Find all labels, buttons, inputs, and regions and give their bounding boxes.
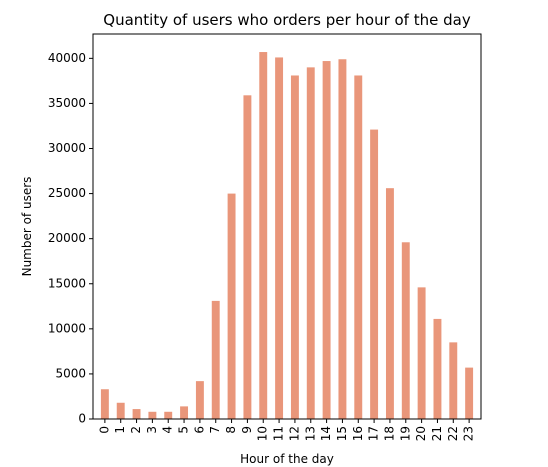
x-tick-label: 3 bbox=[145, 426, 159, 434]
x-tick-label: 5 bbox=[177, 426, 191, 434]
bar-hour-17 bbox=[370, 129, 379, 419]
bar-hour-9 bbox=[243, 95, 252, 420]
bar-hour-14 bbox=[322, 61, 331, 419]
x-tick-label: 0 bbox=[97, 426, 111, 434]
bar-hour-20 bbox=[417, 287, 426, 419]
bar-hour-13 bbox=[306, 67, 315, 419]
bar-hour-6 bbox=[195, 381, 204, 419]
x-tick-label: 6 bbox=[192, 426, 206, 434]
bar-hour-0 bbox=[100, 389, 109, 419]
bar-hour-3 bbox=[148, 411, 157, 419]
x-tick-label: 16 bbox=[351, 426, 365, 441]
x-tick-label: 4 bbox=[161, 426, 175, 434]
x-axis-label: Hour of the day bbox=[240, 452, 334, 466]
x-tick-label: 9 bbox=[240, 426, 254, 434]
y-axis-label: Number of users bbox=[20, 177, 34, 277]
bar-hour-15 bbox=[338, 59, 347, 419]
x-tick-label: 20 bbox=[414, 426, 428, 441]
x-tick-label: 17 bbox=[367, 426, 381, 441]
y-tick-label: 5000 bbox=[55, 366, 86, 380]
bar-hour-2 bbox=[132, 409, 141, 419]
y-tick-label: 25000 bbox=[48, 186, 86, 200]
x-tick-label: 8 bbox=[224, 426, 238, 434]
bar-hour-4 bbox=[164, 411, 173, 419]
bar-hour-8 bbox=[227, 193, 236, 419]
x-tick-label: 1 bbox=[113, 426, 127, 434]
x-tick-label: 22 bbox=[446, 426, 460, 441]
bar-hour-21 bbox=[433, 318, 442, 419]
y-tick-label: 35000 bbox=[48, 96, 86, 110]
x-tick-label: 13 bbox=[303, 426, 317, 441]
bar-hour-19 bbox=[401, 242, 410, 419]
bar-hour-18 bbox=[385, 188, 394, 419]
x-tick-label: 2 bbox=[129, 426, 143, 434]
y-tick-label: 0 bbox=[78, 412, 86, 426]
y-tick-label: 30000 bbox=[48, 141, 86, 155]
x-tick-label: 15 bbox=[335, 426, 349, 441]
x-tick-label: 18 bbox=[382, 426, 396, 441]
x-tick-label: 11 bbox=[272, 426, 286, 441]
y-tick-label: 15000 bbox=[48, 276, 86, 290]
bar-hour-10 bbox=[259, 52, 268, 420]
x-tick-label: 10 bbox=[256, 426, 270, 441]
bar-hour-5 bbox=[180, 406, 189, 419]
bar-hour-1 bbox=[116, 402, 125, 419]
bar-hour-7 bbox=[211, 300, 220, 419]
y-axis-ticks: 0 5000 10000 15000 20000 25000 30000 35000 40000 bbox=[48, 51, 93, 426]
bars-group bbox=[100, 52, 474, 420]
x-tick-label: 19 bbox=[398, 426, 412, 441]
x-tick-label: 12 bbox=[287, 426, 301, 441]
y-tick-label: 10000 bbox=[48, 321, 86, 335]
bar-hour-16 bbox=[354, 75, 363, 420]
x-tick-label: 14 bbox=[319, 426, 333, 441]
x-tick-label: 7 bbox=[208, 426, 222, 434]
bar-hour-23 bbox=[465, 367, 474, 419]
plot-frame bbox=[92, 33, 482, 420]
x-tick-label: 21 bbox=[430, 426, 444, 441]
bar-hour-22 bbox=[449, 342, 458, 419]
chart-title: Quantity of users who orders per hour of… bbox=[103, 11, 471, 29]
x-axis-ticks: 0 1 2 3 4 5 6 7 8 9 10 11 12 13 14 15 16 17 18 19 20 21 22 23 bbox=[97, 419, 476, 441]
bar-hour-12 bbox=[290, 75, 299, 420]
y-tick-label: 40000 bbox=[48, 51, 86, 65]
x-tick-label: 23 bbox=[462, 426, 476, 441]
y-tick-label: 20000 bbox=[48, 231, 86, 245]
bar-hour-11 bbox=[275, 57, 284, 419]
